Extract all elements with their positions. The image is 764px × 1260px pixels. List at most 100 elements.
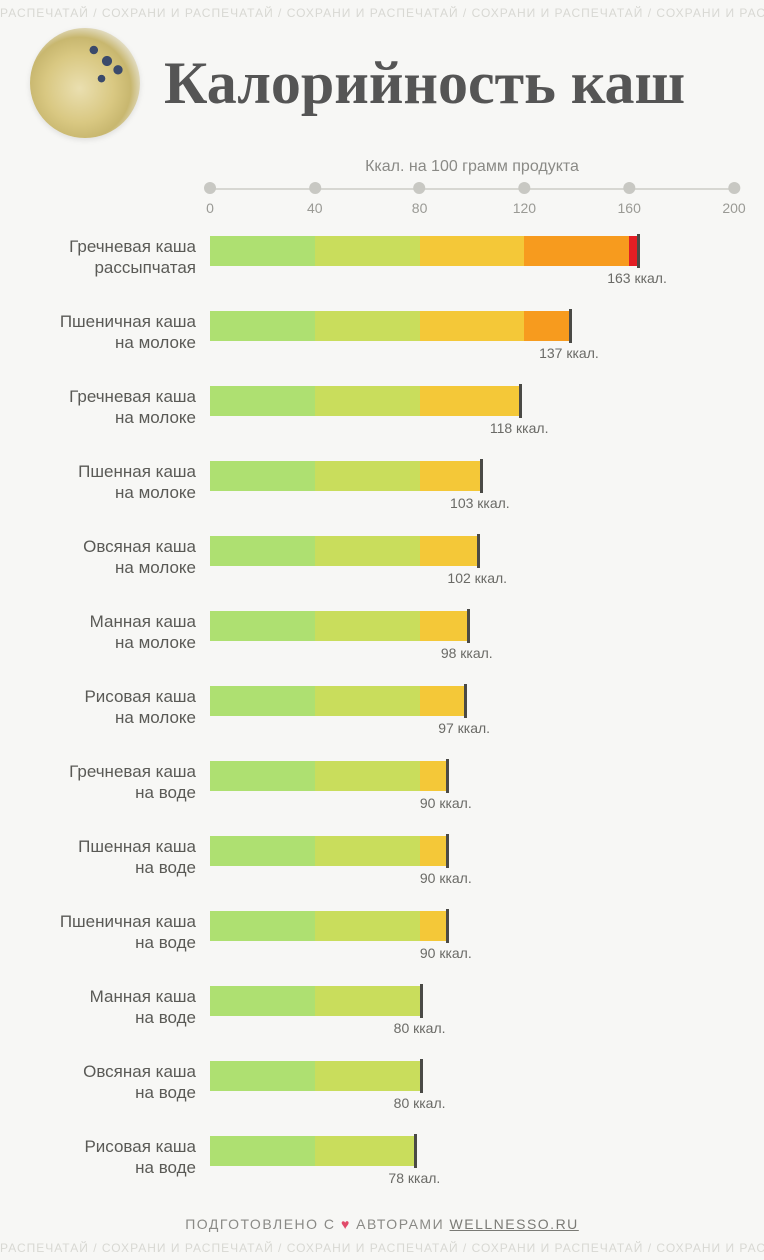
bar-row: Пшенная кашана воде90 ккал. [30, 836, 734, 894]
bar [210, 461, 480, 491]
bar-label: Манная кашана воде [30, 986, 210, 1029]
bar-value-label: 97 ккал. [438, 720, 490, 736]
bar-wrap: 90 ккал. [210, 761, 734, 791]
bar-end-tick [467, 609, 470, 643]
bar-wrap: 90 ккал. [210, 911, 734, 941]
axis-tick: 0 [204, 182, 216, 216]
bar-label-line1: Гречневая каша [30, 236, 196, 257]
bar-label-line1: Рисовая каша [30, 686, 196, 707]
bar-label-line2: на молоке [30, 482, 196, 503]
bar-wrap: 80 ккал. [210, 1061, 734, 1091]
bar-segment [420, 611, 467, 641]
bar-row: Пшенная кашана молоке 103 ккал. [30, 461, 734, 519]
bar-label-line1: Пшенная каша [30, 461, 196, 482]
heart-icon: ♥ [341, 1216, 351, 1232]
bar-value-label: 103 ккал. [450, 495, 510, 511]
bar-label: Гречневая кашана воде [30, 761, 210, 804]
bar-segment [420, 836, 446, 866]
bar-label-line2: на воде [30, 1007, 196, 1028]
bar-label: Овсяная кашана воде [30, 1061, 210, 1104]
bar-end-tick [569, 309, 572, 343]
bar-end-tick [420, 984, 423, 1018]
footer-site: WELLNESSO.RU [450, 1216, 579, 1232]
bar-segment [210, 911, 315, 941]
bar-end-tick [414, 1134, 417, 1168]
bar-value-label: 118 ккал. [490, 420, 549, 436]
border-text-top: РАСПЕЧАТАЙ / СОХРАНИ И РАСПЕЧАТАЙ / СОХР… [0, 0, 764, 25]
bar-row: Гречневая кашарассыпчатая163 ккал. [30, 236, 734, 294]
bar [210, 1136, 414, 1166]
bar-label-line1: Пшенная каша [30, 836, 196, 857]
bar-label: Рисовая кашана молоке [30, 686, 210, 729]
bar-wrap: 80 ккал. [210, 986, 734, 1016]
bar-segment [315, 611, 420, 641]
bar-segment [524, 311, 569, 341]
bar-label: Пшеничная кашана воде [30, 911, 210, 954]
bar-segment [210, 686, 315, 716]
bar-label-line2: на молоке [30, 707, 196, 728]
bar-end-tick [464, 684, 467, 718]
bar-row: Манная кашана воде80 ккал. [30, 986, 734, 1044]
bar-segment [315, 311, 420, 341]
bar-segment [210, 611, 315, 641]
axis-tick-label: 160 [618, 200, 641, 216]
bar-value-label: 90 ккал. [420, 795, 472, 811]
bar [210, 761, 446, 791]
bar-value-label: 90 ккал. [420, 870, 472, 886]
axis-tick: 160 [618, 182, 641, 216]
footer-mid: АВТОРАМИ [356, 1216, 444, 1232]
bar-segment [420, 461, 480, 491]
bar-segment [210, 1061, 315, 1091]
bar-segment [629, 236, 637, 266]
bar-label: Овсяная кашана молоке [30, 536, 210, 579]
bar-label: Манная кашана молоке [30, 611, 210, 654]
bar-segment [315, 686, 420, 716]
bar-row: Гречневая кашана воде90 ккал. [30, 761, 734, 819]
bar-wrap: 163 ккал. [210, 236, 734, 266]
footer-prefix: ПОДГОТОВЛЕНО С [185, 1216, 335, 1232]
bar [210, 386, 519, 416]
bar [210, 311, 569, 341]
axis-line [210, 188, 734, 190]
bar-segment [420, 686, 465, 716]
axis-dot [518, 182, 530, 194]
bar-label-line2: на воде [30, 1157, 196, 1178]
bar-segment [210, 386, 315, 416]
bar-row: Овсяная кашана воде80 ккал. [30, 1061, 734, 1119]
bar-row: Овсяная кашана молоке 102 ккал. [30, 536, 734, 594]
bar [210, 986, 420, 1016]
axis-dot [414, 182, 426, 194]
bar [210, 536, 477, 566]
bar-segment [210, 761, 315, 791]
axis-tick-label: 0 [204, 200, 216, 216]
bar-label: Гречневая кашана молоке [30, 386, 210, 429]
axis-tick: 120 [513, 182, 536, 216]
bar-wrap: 97 ккал. [210, 686, 734, 716]
axis-tick: 80 [412, 182, 428, 216]
bar-segment [315, 1136, 415, 1166]
bar [210, 836, 446, 866]
bar-value-label: 98 ккал. [441, 645, 493, 661]
bar-label-line1: Пшеничная каша [30, 911, 196, 932]
bar-segment [420, 311, 525, 341]
bar-wrap: 78 ккал. [210, 1136, 734, 1166]
bar-row: Рисовая кашана молоке97 ккал. [30, 686, 734, 744]
bar-segment [210, 986, 315, 1016]
bar-label-line2: на воде [30, 782, 196, 803]
bar-segment [315, 1061, 420, 1091]
bar-end-tick [480, 459, 483, 493]
bar-row: Пшеничная кашана воде90 ккал. [30, 911, 734, 969]
bar-label-line1: Манная каша [30, 611, 196, 632]
bar-label-line2: на воде [30, 932, 196, 953]
bar-end-tick [446, 909, 449, 943]
axis-tick-label: 200 [722, 200, 745, 216]
bar-label: Рисовая кашана воде [30, 1136, 210, 1179]
bar-value-label: 163 ккал. [607, 270, 667, 286]
bar-value-label: 80 ккал. [394, 1095, 446, 1111]
bar-segment [315, 761, 420, 791]
bar [210, 911, 446, 941]
bar-value-label: 102 ккал. [447, 570, 507, 586]
bar-row: Рисовая кашана воде78 ккал. [30, 1136, 734, 1194]
bar-segment [210, 461, 315, 491]
bar-end-tick [477, 534, 480, 568]
